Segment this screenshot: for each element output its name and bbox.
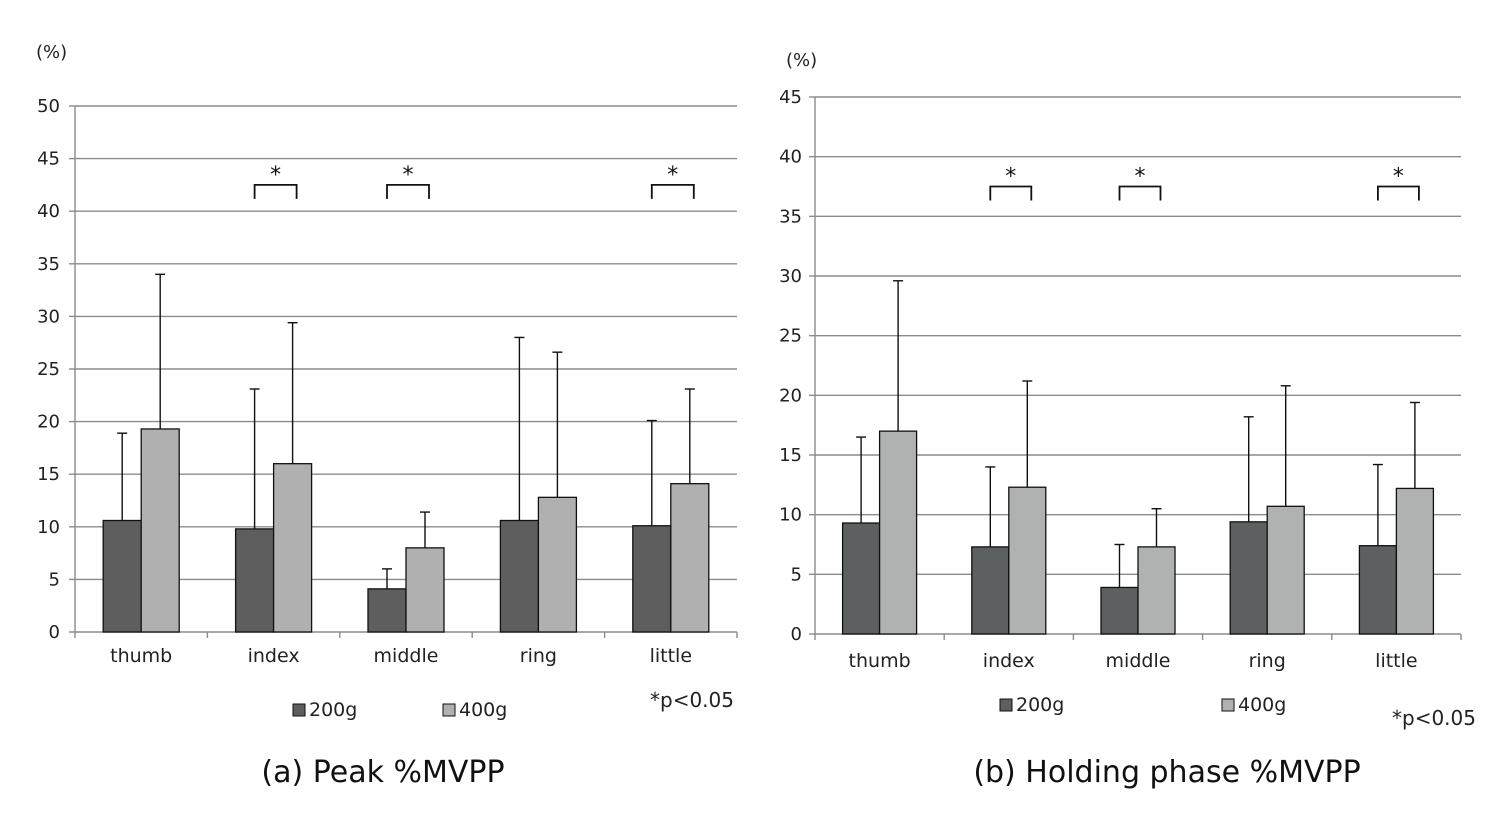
bar-400g-ring: [1266, 505, 1305, 635]
y-tick-label: 10: [779, 505, 802, 526]
y-tick-label: 35: [37, 254, 60, 275]
y-tick-label: 5: [49, 569, 60, 590]
significance-star: *: [1393, 165, 1404, 190]
bar-400g-little: [1395, 487, 1435, 635]
significance-bracket: [1377, 185, 1420, 201]
bar-200g-ring: [1229, 521, 1268, 635]
significance-bracket: [386, 184, 430, 199]
bar-200g-little: [1358, 545, 1398, 635]
y-unit-label: (%): [786, 50, 817, 71]
significance-star: *: [1135, 165, 1146, 190]
significance-star: *: [1005, 165, 1016, 190]
bar-400g-middle: [1137, 546, 1176, 635]
bar-200g-index: [234, 528, 275, 633]
y-tick-label: 20: [779, 385, 802, 406]
y-tick-label: 45: [779, 87, 802, 108]
category-label: index: [248, 645, 300, 667]
legend-swatch-400g: [442, 703, 456, 717]
bar-400g-thumb: [140, 428, 180, 633]
category-label: little: [1375, 650, 1417, 672]
bar-200g-middle: [1100, 586, 1139, 635]
y-tick-label: 25: [779, 326, 802, 347]
p-value-note: *p<0.05: [1392, 706, 1476, 730]
legend-swatch-400g: [1221, 698, 1235, 712]
bar-400g-ring: [537, 496, 578, 633]
bar-200g-middle: [367, 588, 407, 633]
y-tick-label: 40: [37, 201, 60, 222]
y-tick-label: 45: [37, 149, 60, 170]
bar-200g-thumb: [102, 519, 142, 633]
significance-bracket: [650, 184, 695, 199]
panel-a-peak-mvpp: 0 5 10 15 20 25 30 35 40 45 50 (%) thumb index middle r…: [36, 42, 738, 790]
bar-400g-thumb: [878, 430, 918, 635]
legend-label: 400g: [1238, 694, 1286, 716]
bar-200g-ring: [499, 519, 540, 633]
bar-200g-index: [971, 546, 1010, 635]
y-tick-label: 25: [37, 359, 60, 380]
y-unit-label: (%): [36, 42, 67, 63]
y-tick-label: 35: [779, 206, 802, 227]
bar-400g-little: [670, 483, 710, 633]
y-tick-label: 10: [37, 517, 60, 538]
y-tick-label: 15: [37, 464, 60, 485]
y-tick-label: 30: [779, 266, 802, 287]
significance-bracket: [253, 184, 298, 199]
category-label: little: [650, 645, 692, 667]
category-label: ring: [1249, 650, 1286, 672]
significance-star: *: [270, 163, 281, 188]
legend-label: 200g: [309, 699, 357, 721]
category-label: thumb: [849, 650, 911, 672]
legend-swatch-200g: [999, 698, 1013, 712]
category-label: middle: [374, 645, 439, 667]
y-tick-label: 0: [791, 624, 802, 645]
category-label: index: [983, 650, 1035, 672]
p-value-note: *p<0.05: [650, 688, 734, 712]
y-tick-label: 30: [37, 306, 60, 327]
y-tick-label: 40: [779, 147, 802, 168]
y-tick-label: 20: [37, 412, 60, 433]
significance-star: *: [403, 163, 414, 188]
y-tick-label: 5: [791, 564, 802, 585]
y-tick-label: 50: [37, 96, 60, 117]
y-tick-label: 15: [779, 445, 802, 466]
bar-400g-index: [272, 463, 313, 633]
category-label: thumb: [110, 645, 172, 667]
category-label: middle: [1106, 650, 1171, 672]
panel-caption: (b) Holding phase %MVPP: [973, 755, 1360, 790]
bar-200g-thumb: [841, 522, 881, 635]
significance-star: *: [667, 163, 678, 188]
category-label: ring: [520, 645, 557, 667]
panel-caption: (a) Peak %MVPP: [261, 755, 504, 790]
legend-swatch-200g: [292, 703, 306, 717]
bar-400g-middle: [405, 547, 445, 633]
bar-400g-index: [1008, 486, 1047, 635]
significance-bracket: [1118, 185, 1162, 201]
y-tick-label: 0: [49, 622, 60, 643]
legend-label: 400g: [459, 699, 507, 721]
bar-200g-little: [632, 525, 672, 633]
legend-label: 200g: [1016, 694, 1064, 716]
panel-b-holding-phase-mvpp: 0 5 10 15 20 25 30 35 40 45 (%) thumb index middle rin…: [779, 50, 1476, 790]
significance-bracket: [989, 185, 1033, 201]
